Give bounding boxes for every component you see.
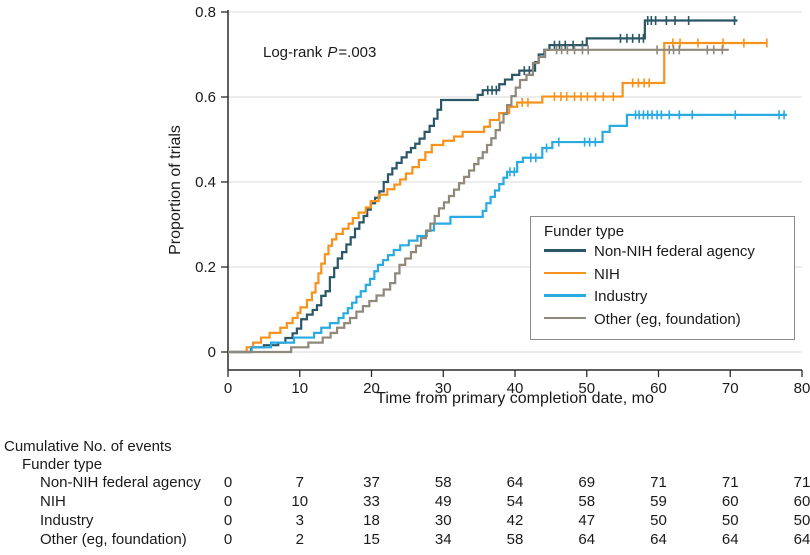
events-cell: 58 bbox=[506, 531, 524, 548]
curve-nih bbox=[228, 38, 768, 354]
events-cell: 58 bbox=[434, 474, 452, 491]
x-tick-label: 70 bbox=[722, 380, 739, 397]
x-axis-title: Time from primary completion date, mo bbox=[376, 390, 654, 407]
events-cell: 7 bbox=[295, 474, 304, 491]
curve-other-eg-foundation- bbox=[228, 45, 729, 354]
log-rank-prefix: Log-rank bbox=[263, 44, 327, 61]
y-tick-label: 0.2 bbox=[195, 259, 216, 276]
non-nih-line-swatch bbox=[544, 249, 586, 252]
log-rank-annotation: Log-rank P=.003 bbox=[263, 44, 376, 61]
x-tick-label: 0 bbox=[224, 380, 232, 397]
x-tick-label: 40 bbox=[507, 380, 524, 397]
y-tick-label: 0.4 bbox=[195, 174, 216, 191]
x-tick-label: 50 bbox=[578, 380, 595, 397]
survival-plot: 0 0.2 0.4 0.6 0.8 0 10 20 30 40 50 60 70 80 bbox=[195, 4, 810, 397]
events-cell: 54 bbox=[506, 493, 524, 510]
events-cell: 69 bbox=[578, 474, 596, 491]
events-cell: 71 bbox=[650, 474, 667, 491]
events-cell: 0 bbox=[223, 474, 233, 491]
x-tick-label: 20 bbox=[363, 380, 380, 397]
events-row-other: Other (eg, foundation) 0 2 15 34 58 64 64 64 64 bbox=[0, 531, 810, 550]
industry-line-swatch bbox=[544, 294, 586, 297]
curve-industry bbox=[228, 110, 787, 354]
x-tick-label: 80 bbox=[794, 380, 810, 397]
legend-item-non-nih: Non-NIH federal agency bbox=[544, 243, 755, 263]
events-cell: 60 bbox=[793, 493, 810, 510]
events-row-label: Industry bbox=[40, 512, 94, 529]
events-cell: 0 bbox=[223, 493, 233, 510]
events-cell: 50 bbox=[721, 512, 739, 529]
legend-item-other: Other (eg, foundation) bbox=[544, 311, 741, 331]
events-cell: 64 bbox=[578, 531, 596, 548]
y-tick-label: 0.6 bbox=[195, 89, 216, 106]
events-cell: 42 bbox=[506, 512, 524, 529]
events-cell: 64 bbox=[793, 531, 810, 548]
events-cell: 15 bbox=[363, 531, 380, 548]
events-cell: 3 bbox=[295, 512, 304, 529]
events-cell: 71 bbox=[721, 474, 739, 491]
events-cell: 0 bbox=[223, 531, 233, 548]
axes: 0 0.2 0.4 0.6 0.8 0 10 20 30 40 50 60 70 80 bbox=[195, 4, 810, 397]
events-cell: 60 bbox=[721, 493, 739, 510]
y-tick-label: 0 bbox=[208, 344, 216, 361]
events-cell: 47 bbox=[578, 512, 596, 529]
events-cell: 0 bbox=[223, 512, 233, 529]
events-table-group-label: Funder type bbox=[22, 456, 103, 473]
events-cell: 59 bbox=[650, 493, 667, 510]
x-tick-label: 60 bbox=[650, 380, 667, 397]
events-cell: 10 bbox=[291, 493, 309, 510]
events-row-nih: NIH 0 10 33 49 54 58 59 60 60 bbox=[0, 493, 810, 512]
events-cell: 50 bbox=[793, 512, 810, 529]
legend-item-industry: Industry bbox=[544, 288, 647, 308]
legend-title: Funder type bbox=[544, 223, 625, 240]
events-table-title: Cumulative No. of events bbox=[4, 438, 172, 455]
legend-label: Other (eg, foundation) bbox=[594, 310, 741, 328]
log-rank-value: =.003 bbox=[338, 44, 377, 61]
events-cell: 58 bbox=[578, 493, 596, 510]
events-cell: 71 bbox=[793, 474, 810, 491]
events-cell: 64 bbox=[721, 531, 739, 548]
events-row-label: Non-NIH federal agency bbox=[40, 474, 201, 491]
legend-item-nih: NIH bbox=[544, 266, 620, 286]
events-cell: 18 bbox=[363, 512, 380, 529]
legend-label: Non-NIH federal agency bbox=[594, 243, 755, 260]
events-row-label: NIH bbox=[40, 493, 66, 510]
other-line-swatch bbox=[544, 316, 586, 320]
x-tick-label: 10 bbox=[291, 380, 308, 397]
events-row-label: Other (eg, foundation) bbox=[40, 531, 187, 548]
events-cell: 50 bbox=[650, 512, 667, 529]
events-cell: 37 bbox=[363, 474, 380, 491]
log-rank-p-symbol: P bbox=[327, 44, 338, 61]
nih-line-swatch bbox=[544, 271, 586, 275]
x-tick-label: 30 bbox=[435, 380, 452, 397]
events-cell: 64 bbox=[506, 474, 524, 491]
legend-label: NIH bbox=[594, 265, 620, 283]
events-cell: 34 bbox=[434, 531, 452, 548]
events-row-non-nih: Non-NIH federal agency 0 7 37 58 64 69 71 71 71 bbox=[0, 474, 810, 493]
curve-non-nih-federal-agency bbox=[228, 16, 738, 354]
events-cell: 30 bbox=[434, 512, 452, 529]
legend-box: Funder type Non-NIH federal agency NIH I… bbox=[530, 216, 795, 340]
events-cell: 2 bbox=[295, 531, 304, 548]
legend-label: Industry bbox=[594, 288, 648, 305]
y-tick-label: 0.8 bbox=[195, 4, 216, 21]
events-cell: 64 bbox=[650, 531, 667, 548]
events-row-industry: Industry 0 3 18 30 42 47 50 50 50 bbox=[0, 512, 810, 531]
events-cell: 49 bbox=[434, 493, 452, 510]
events-cell: 33 bbox=[363, 493, 380, 510]
